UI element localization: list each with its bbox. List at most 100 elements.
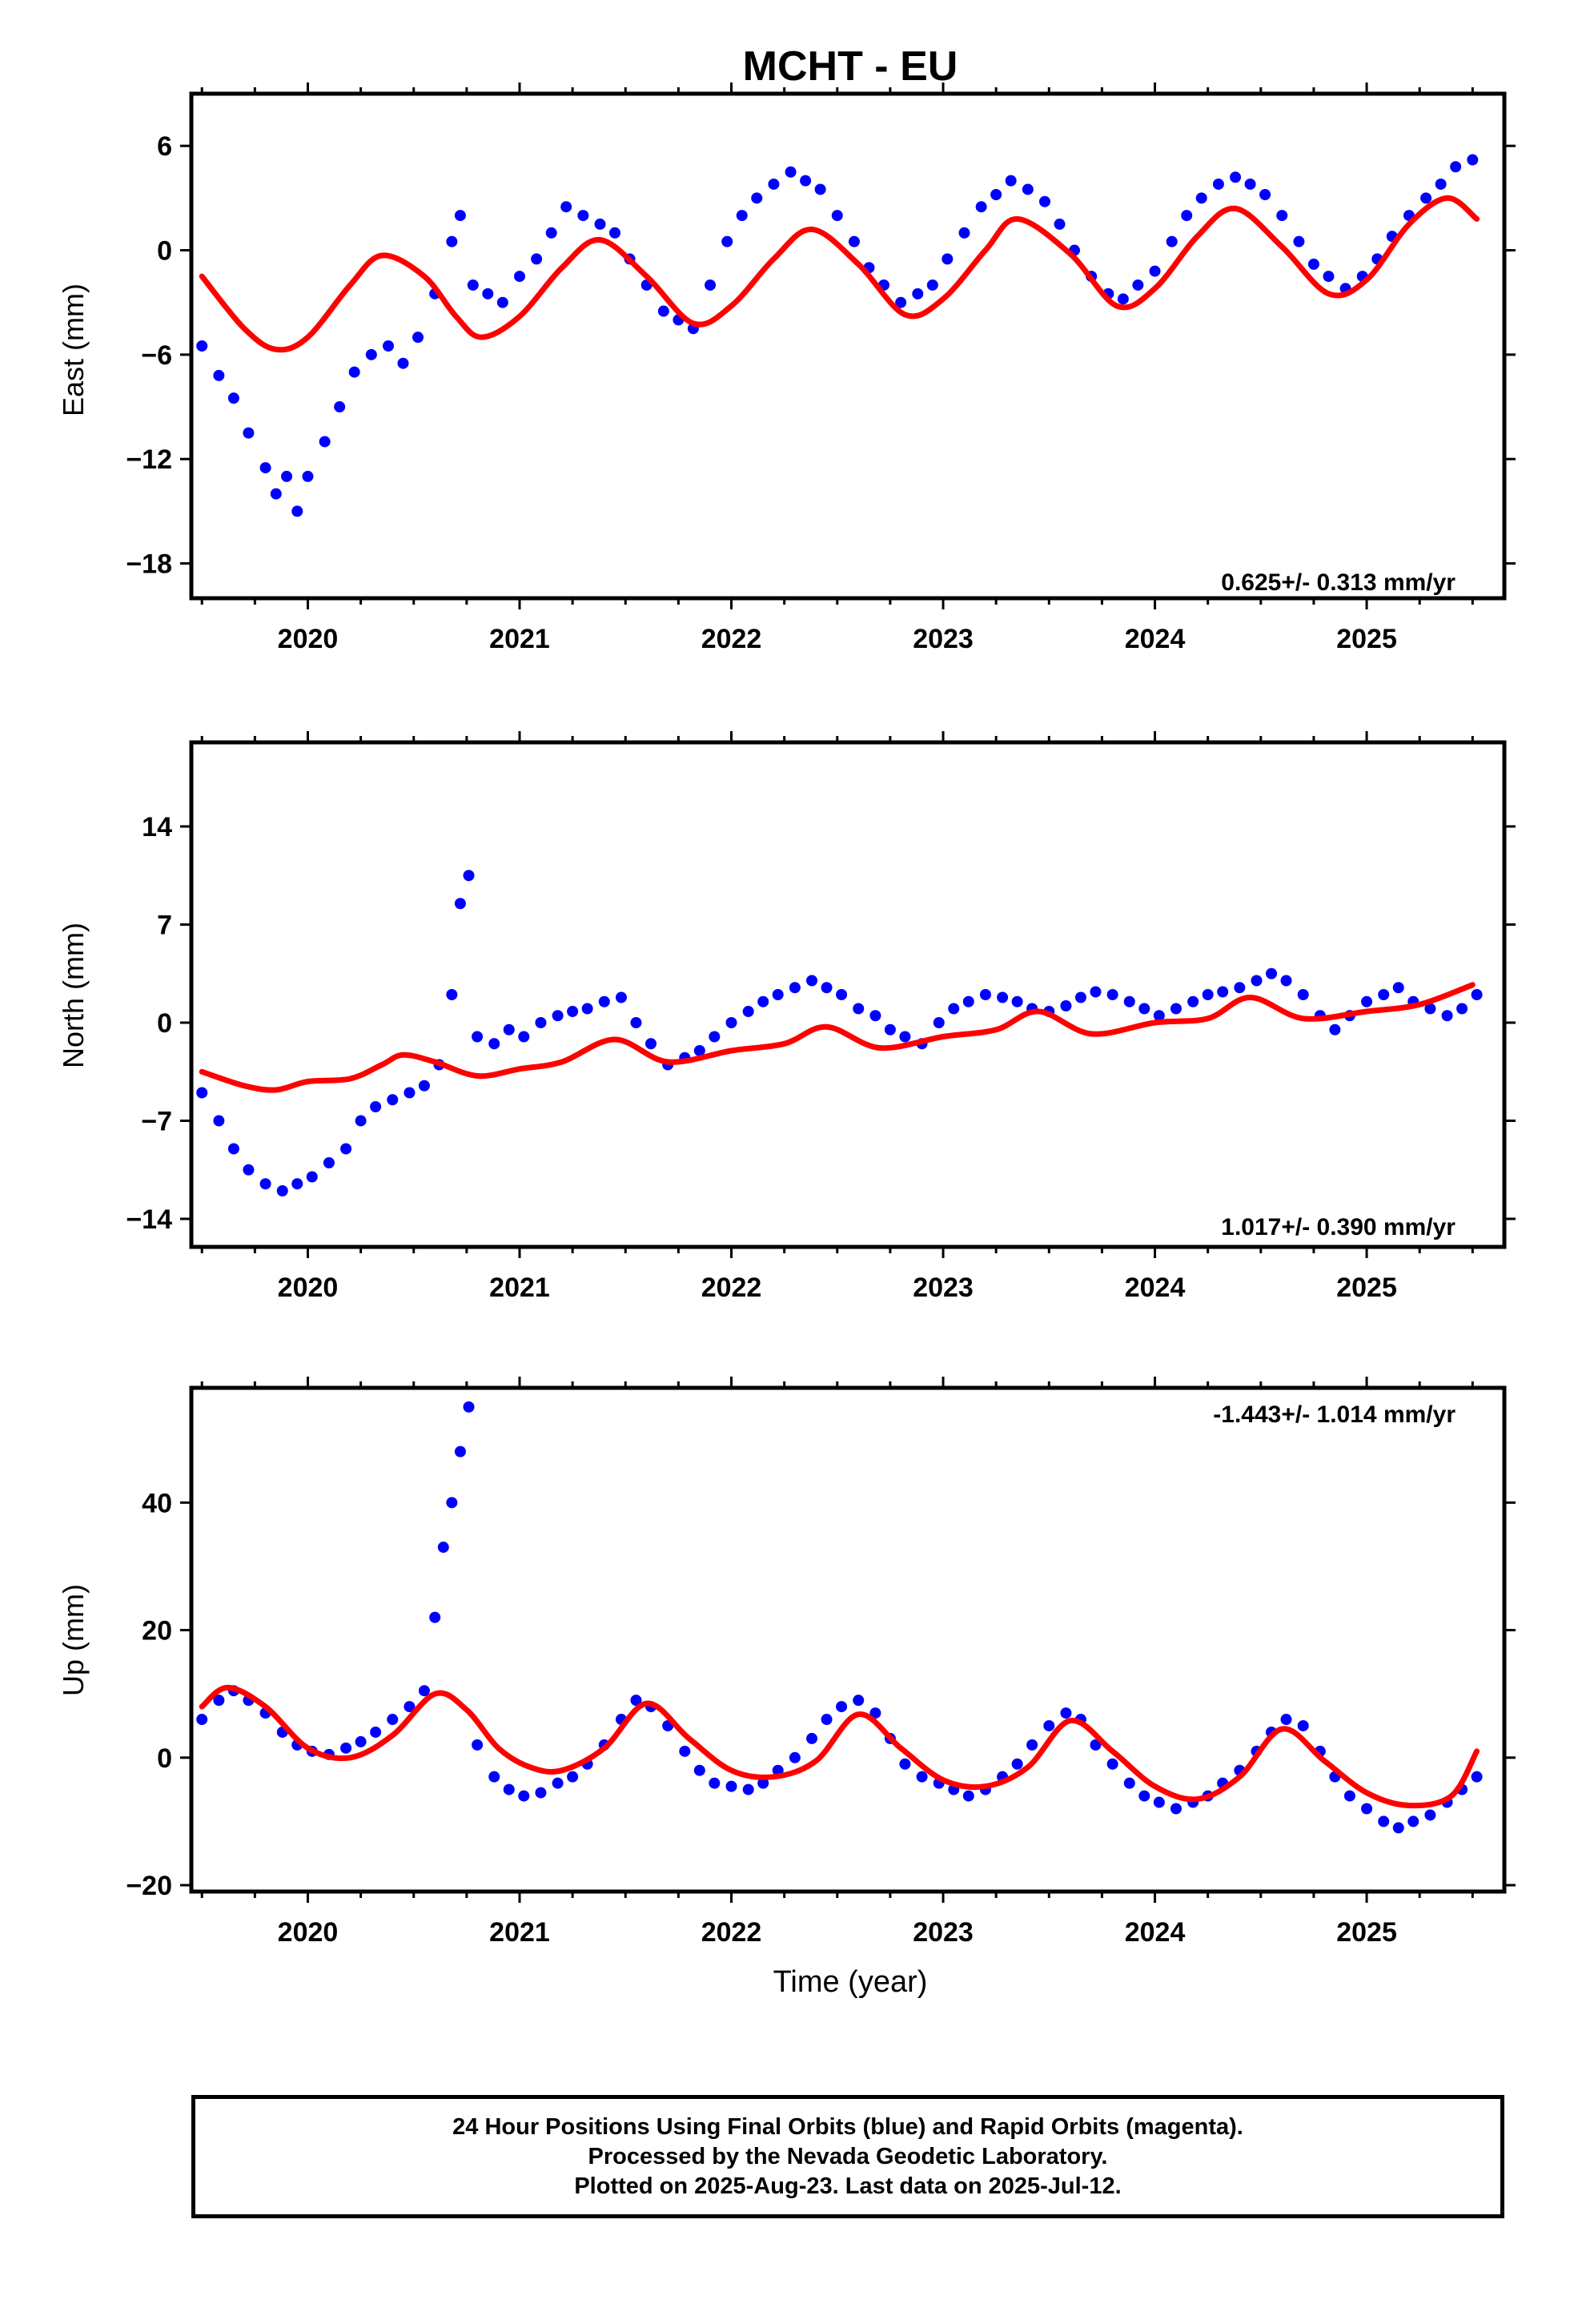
data-point-north [535, 1017, 547, 1028]
data-point-north [1153, 1010, 1165, 1022]
plot-frame-east [189, 91, 1507, 601]
x-tick-label-up: 2020 [278, 1917, 339, 1948]
data-point-north [948, 1003, 960, 1015]
data-point-north [276, 1185, 288, 1196]
data-point-north [806, 975, 818, 987]
data-point-up [869, 1707, 881, 1719]
data-point-north [821, 982, 833, 994]
y-tick-label-east: −6 [141, 340, 172, 371]
data-point-north [387, 1094, 399, 1106]
data-point-north [472, 1031, 484, 1043]
data-point-north [1234, 982, 1246, 994]
data-point-east [1420, 192, 1432, 204]
data-point-east [1195, 192, 1207, 204]
rate-label-up: -1.443+/- 1.014 mm/yr [1213, 1401, 1456, 1428]
data-point-up [806, 1732, 818, 1744]
data-point-up [370, 1726, 382, 1738]
data-point-east [912, 287, 924, 300]
data-point-up [1106, 1758, 1118, 1770]
y-tick-label-north: −14 [126, 1204, 172, 1235]
data-point-east [1307, 258, 1319, 270]
x-tick-label-up: 2022 [701, 1917, 762, 1948]
data-point-up [1011, 1758, 1023, 1770]
y-tick-label-up: 20 [142, 1616, 172, 1647]
data-point-east [594, 218, 606, 230]
data-layer-up [196, 1401, 1483, 1834]
data-point-north [725, 1017, 737, 1028]
data-point-up [552, 1777, 564, 1789]
data-point-up [340, 1742, 352, 1754]
data-point-east [1230, 171, 1242, 183]
data-point-north [581, 1003, 593, 1015]
y-tick-label-up: −20 [126, 1871, 172, 1901]
data-point-north [962, 995, 974, 1007]
data-point-up [1170, 1803, 1182, 1815]
data-point-east [545, 227, 557, 239]
data-point-north [742, 1006, 754, 1017]
data-point-east [657, 305, 669, 317]
x-tick-label-north: 2020 [278, 1273, 339, 1303]
data-point-up [472, 1739, 484, 1751]
data-point-east [1022, 183, 1034, 195]
data-point-north [323, 1157, 335, 1168]
y-axis-label-east: East (mm) [57, 283, 90, 416]
data-point-north [789, 982, 801, 994]
data-point-north [243, 1164, 255, 1176]
data-point-up [1026, 1739, 1038, 1751]
data-point-north [1123, 995, 1135, 1007]
data-point-east [768, 178, 780, 190]
data-point-up [518, 1790, 530, 1802]
data-point-up [789, 1751, 801, 1763]
data-point-east [319, 436, 331, 448]
data-layer-east [196, 154, 1480, 517]
panel-east: East (mm) 2020 2021 2022 2023 2024 2025 −18 −12… [57, 82, 1516, 654]
data-point-up [1297, 1719, 1309, 1731]
data-point-east [531, 253, 543, 265]
data-point-up [196, 1714, 208, 1726]
y-tick-label-north: 14 [142, 812, 172, 842]
data-point-east [259, 462, 271, 474]
x-tick-label-up: 2021 [489, 1917, 550, 1948]
data-point-east [1212, 178, 1224, 190]
data-point-east [1467, 154, 1479, 166]
data-point-east [397, 357, 409, 369]
data-point-east [227, 392, 239, 404]
data-point-up [1123, 1777, 1135, 1789]
x-tick-label-east: 2023 [913, 624, 974, 654]
x-tick-label-east: 2025 [1336, 624, 1397, 654]
data-point-east [412, 332, 424, 344]
data-point-east [705, 279, 717, 291]
data-point-east [1117, 293, 1129, 305]
data-point-north [1378, 989, 1390, 1000]
data-point-east [514, 271, 525, 283]
data-point-north [1456, 1003, 1468, 1015]
data-point-north [463, 870, 475, 882]
data-point-north [899, 1031, 911, 1043]
data-point-up [503, 1783, 515, 1795]
data-point-north [227, 1143, 239, 1155]
x-tick-label-up: 2024 [1125, 1917, 1186, 1948]
data-point-north [836, 989, 848, 1000]
data-point-east [454, 210, 466, 222]
data-point-east [1005, 175, 1017, 187]
data-point-north [693, 1045, 705, 1056]
data-point-north [1266, 967, 1278, 979]
data-point-north [196, 1087, 208, 1099]
data-point-north [1011, 995, 1023, 1007]
x-tick-label-up: 2025 [1336, 1917, 1397, 1948]
data-point-north [630, 1017, 642, 1028]
data-point-north [1471, 989, 1483, 1000]
data-point-east [365, 348, 377, 360]
data-point-up [899, 1758, 911, 1770]
data-point-east [785, 166, 797, 178]
data-point-up [387, 1714, 399, 1726]
data-point-north [615, 991, 627, 1003]
data-point-up [962, 1790, 974, 1802]
data-point-up [1392, 1822, 1404, 1834]
data-point-up [679, 1745, 691, 1757]
data-layer-north [196, 870, 1483, 1196]
data-point-north [1361, 995, 1373, 1007]
data-point-north [291, 1178, 303, 1190]
data-point-east [577, 210, 589, 222]
data-point-east [243, 427, 255, 439]
